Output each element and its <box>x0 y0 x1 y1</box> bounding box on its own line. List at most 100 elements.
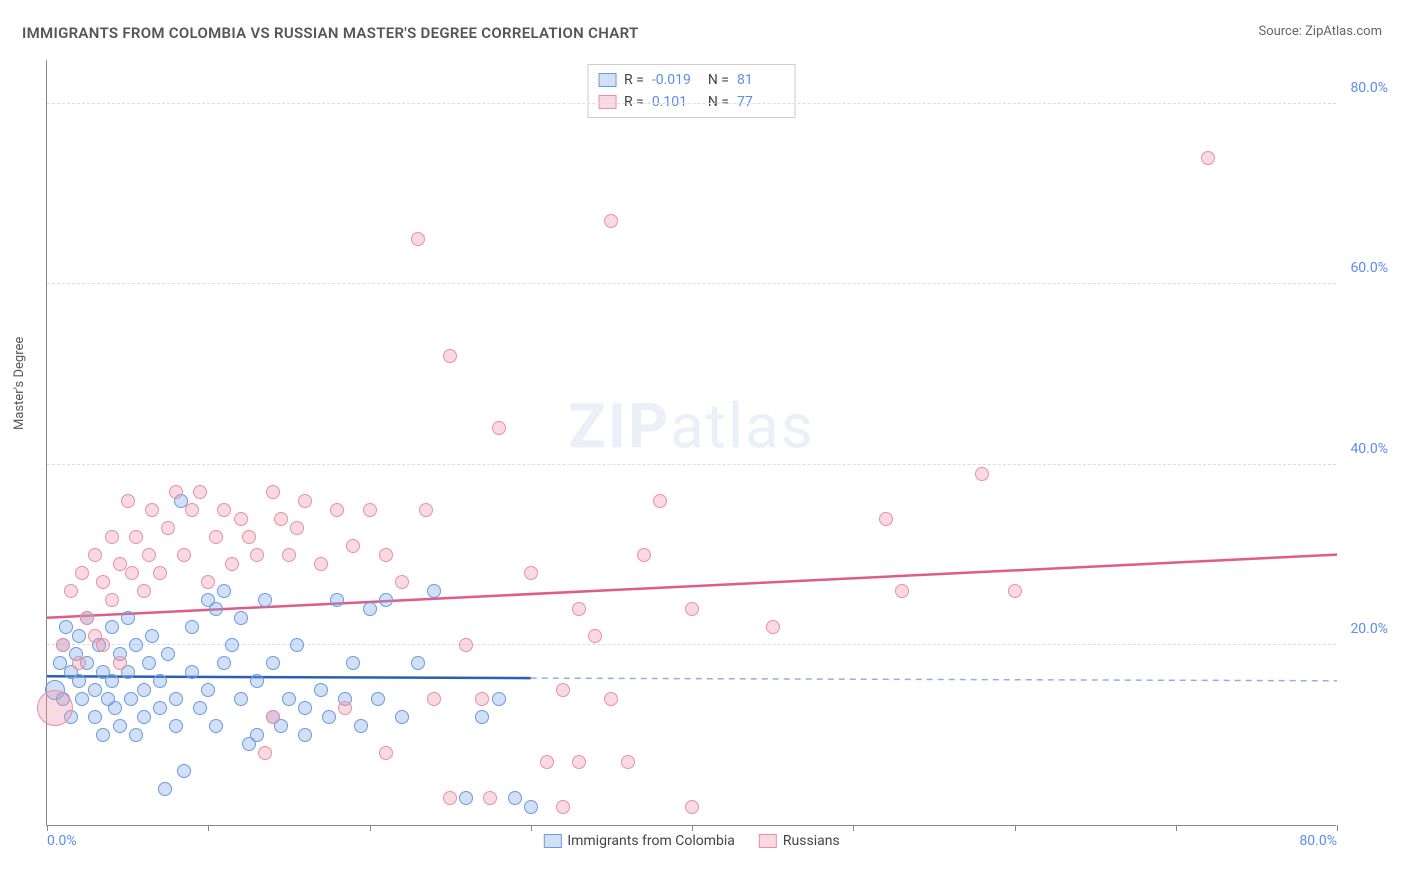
data-point <box>88 710 102 724</box>
data-point <box>411 656 425 670</box>
data-point <box>75 566 89 580</box>
data-point <box>153 566 167 580</box>
data-point <box>153 701 167 715</box>
data-point <box>459 638 473 652</box>
data-point <box>427 584 441 598</box>
x-tick-mark <box>1337 825 1338 831</box>
data-point <box>145 503 159 517</box>
data-point <box>572 602 586 616</box>
data-point <box>113 719 127 733</box>
data-point <box>234 692 248 706</box>
data-point <box>193 485 207 499</box>
data-point <box>427 692 441 706</box>
data-point <box>137 683 151 697</box>
data-point <box>556 800 570 814</box>
data-point <box>363 602 377 616</box>
chart-svg <box>47 59 1337 825</box>
data-point <box>371 692 385 706</box>
data-point <box>121 494 135 508</box>
data-point <box>169 692 183 706</box>
data-point <box>1201 151 1215 165</box>
data-point <box>508 791 522 805</box>
data-point <box>105 620 119 634</box>
data-point <box>556 683 570 697</box>
data-point <box>108 701 122 715</box>
legend-swatch <box>543 834 561 848</box>
data-point <box>419 503 433 517</box>
data-point <box>314 557 328 571</box>
y-tick-label: 40.0% <box>1350 441 1388 457</box>
data-point <box>142 656 156 670</box>
data-point <box>459 791 473 805</box>
legend-series-name: Russians <box>783 833 840 849</box>
data-point <box>153 674 167 688</box>
data-point <box>158 782 172 796</box>
legend-item: Russians <box>759 833 840 849</box>
data-point <box>330 503 344 517</box>
data-point <box>363 503 377 517</box>
x-tick-mark <box>1015 825 1016 831</box>
data-point <box>242 530 256 544</box>
x-tick-mark <box>1176 825 1177 831</box>
data-point <box>290 638 304 652</box>
data-point <box>209 719 223 733</box>
data-point <box>185 665 199 679</box>
series-legend: Immigrants from Colombia Russians <box>543 833 839 849</box>
data-point <box>637 548 651 562</box>
data-point <box>975 467 989 481</box>
data-point <box>395 575 409 589</box>
data-point <box>124 692 138 706</box>
data-point <box>483 791 497 805</box>
data-point <box>250 674 264 688</box>
trend-line <box>47 676 531 678</box>
data-point <box>379 746 393 760</box>
data-point <box>75 692 89 706</box>
data-point <box>298 494 312 508</box>
data-point <box>685 800 699 814</box>
data-point <box>96 638 110 652</box>
data-point <box>59 620 73 634</box>
data-point <box>96 728 110 742</box>
data-point <box>185 620 199 634</box>
data-point <box>72 629 86 643</box>
data-point <box>37 690 73 726</box>
trend-line-dashed <box>531 678 1337 681</box>
x-tick-mark <box>208 825 209 831</box>
data-point <box>225 557 239 571</box>
data-point <box>72 674 86 688</box>
data-point <box>524 800 538 814</box>
y-tick-label: 60.0% <box>1350 260 1388 276</box>
y-tick-label: 20.0% <box>1350 621 1388 637</box>
x-tick-mark <box>853 825 854 831</box>
data-point <box>121 611 135 625</box>
data-point <box>346 656 360 670</box>
data-point <box>56 638 70 652</box>
chart-title: IMMIGRANTS FROM COLOMBIA VS RUSSIAN MAST… <box>22 24 638 42</box>
data-point <box>125 566 139 580</box>
data-point <box>129 728 143 742</box>
data-point <box>169 485 183 499</box>
data-point <box>766 620 780 634</box>
data-point <box>142 548 156 562</box>
data-point <box>475 692 489 706</box>
x-tick-mark <box>47 825 48 831</box>
data-point <box>250 548 264 562</box>
data-point <box>225 638 239 652</box>
data-point <box>105 674 119 688</box>
data-point <box>290 521 304 535</box>
data-point <box>588 629 602 643</box>
data-point <box>113 557 127 571</box>
data-point <box>266 485 280 499</box>
data-point <box>137 710 151 724</box>
data-point <box>88 683 102 697</box>
y-tick-label: 80.0% <box>1350 80 1388 96</box>
data-point <box>604 692 618 706</box>
data-point <box>234 611 248 625</box>
data-point <box>177 764 191 778</box>
source-label: Source: ZipAtlas.com <box>1258 24 1382 39</box>
data-point <box>64 584 78 598</box>
data-point <box>330 593 344 607</box>
y-axis-label: Master's Degree <box>12 337 27 430</box>
data-point <box>379 548 393 562</box>
data-point <box>443 349 457 363</box>
